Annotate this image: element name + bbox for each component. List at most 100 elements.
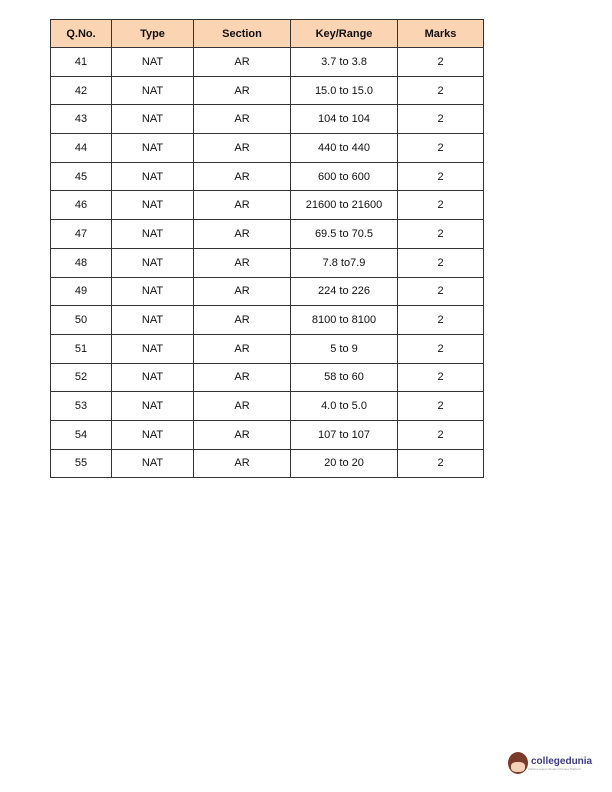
table-cell: 47 xyxy=(50,219,112,249)
table-row: 46 NAT AR 21600 to 21600 2 xyxy=(50,190,484,221)
collegedunia-logo: collegedunia India's Largest Student Rev… xyxy=(508,752,592,774)
table-cell: 224 to 226 xyxy=(290,276,398,307)
table-cell: NAT xyxy=(111,448,194,479)
table-row: 44 NAT AR 440 to 440 2 xyxy=(50,133,484,163)
table-cell: 2 xyxy=(397,362,484,393)
column-header: Q.No. xyxy=(50,19,112,48)
table-cell: 2 xyxy=(397,333,484,364)
table-cell: AR xyxy=(193,247,291,278)
table-cell: 5 to 9 xyxy=(290,333,398,364)
table-cell: 21600 to 21600 xyxy=(290,190,398,221)
table-row: 48 NAT AR 7.8 to7.9 2 xyxy=(50,247,484,278)
table-cell: 7.8 to7.9 xyxy=(290,247,398,278)
table-cell: 49 xyxy=(50,276,112,307)
table-cell: AR xyxy=(193,391,291,421)
table-cell: AR xyxy=(193,75,291,106)
table-cell: NAT xyxy=(111,362,194,393)
table-cell: 2 xyxy=(397,219,484,249)
table-cell: 2 xyxy=(397,448,484,479)
table-cell: AR xyxy=(193,419,291,450)
table-cell: 2 xyxy=(397,305,484,335)
table-cell: 2 xyxy=(397,391,484,421)
table-cell: AR xyxy=(193,47,291,77)
table-row: 55 NAT AR 20 to 20 2 xyxy=(50,448,484,479)
table-cell: 55 xyxy=(50,448,112,479)
table-cell: AR xyxy=(193,133,291,163)
table-cell: 42 xyxy=(50,75,112,106)
table-cell: 48 xyxy=(50,247,112,278)
table-cell: 51 xyxy=(50,333,112,364)
table-cell: NAT xyxy=(111,47,194,77)
table-cell: NAT xyxy=(111,75,194,106)
table-row: 45 NAT AR 600 to 600 2 xyxy=(50,161,484,192)
table-cell: 58 to 60 xyxy=(290,362,398,393)
table-cell: 44 xyxy=(50,133,112,163)
logo-tagline: India's Largest Student Review Platform xyxy=(528,766,582,771)
table-cell: 8100 to 8100 xyxy=(290,305,398,335)
table-cell: 600 to 600 xyxy=(290,161,398,192)
table-cell: AR xyxy=(193,104,291,135)
table-cell: 2 xyxy=(397,133,484,163)
mascot-icon xyxy=(508,752,528,774)
table-cell: 50 xyxy=(50,305,112,335)
table-cell: NAT xyxy=(111,190,194,221)
table-row: 54 NAT AR 107 to 107 2 xyxy=(50,419,484,450)
table-row: 50 NAT AR 8100 to 8100 2 xyxy=(50,305,484,335)
table-cell: 46 xyxy=(50,190,112,221)
column-header: Section xyxy=(193,19,291,48)
table-cell: 2 xyxy=(397,75,484,106)
header-row: Q.No. Type Section Key/Range Marks xyxy=(50,19,484,48)
answer-key-table: Q.No. Type Section Key/Range Marks 41 NAT AR 3.… xyxy=(50,19,484,479)
table-cell: AR xyxy=(193,333,291,364)
table-row: 41 NAT AR 3.7 to 3.8 2 xyxy=(50,47,484,77)
table-cell: 43 xyxy=(50,104,112,135)
table-cell: 107 to 107 xyxy=(290,419,398,450)
table-cell: 69.5 to 70.5 xyxy=(290,219,398,249)
column-header: Marks xyxy=(397,19,484,48)
table-cell: 2 xyxy=(397,161,484,192)
table-cell: AR xyxy=(193,448,291,479)
table-row: 43 NAT AR 104 to 104 2 xyxy=(50,104,484,135)
table-cell: AR xyxy=(193,276,291,307)
table-cell: 3.7 to 3.8 xyxy=(290,47,398,77)
table-cell: 54 xyxy=(50,419,112,450)
table-cell: NAT xyxy=(111,161,194,192)
table-cell: 2 xyxy=(397,276,484,307)
table-cell: 53 xyxy=(50,391,112,421)
column-header: Type xyxy=(111,19,194,48)
table-cell: NAT xyxy=(111,333,194,364)
table-row: 52 NAT AR 58 to 60 2 xyxy=(50,362,484,393)
table-cell: AR xyxy=(193,161,291,192)
table-cell: AR xyxy=(193,190,291,221)
table-cell: AR xyxy=(193,219,291,249)
table-cell: 52 xyxy=(50,362,112,393)
table-cell: AR xyxy=(193,305,291,335)
table-row: 49 NAT AR 224 to 226 2 xyxy=(50,276,484,307)
table-cell: 2 xyxy=(397,104,484,135)
table-cell: AR xyxy=(193,362,291,393)
table-cell: 440 to 440 xyxy=(290,133,398,163)
table-cell: 2 xyxy=(397,190,484,221)
table-cell: NAT xyxy=(111,305,194,335)
table-cell: NAT xyxy=(111,247,194,278)
table-row: 47 NAT AR 69.5 to 70.5 2 xyxy=(50,219,484,249)
table-cell: NAT xyxy=(111,419,194,450)
table-cell: 20 to 20 xyxy=(290,448,398,479)
table-cell: 41 xyxy=(50,47,112,77)
table-cell: NAT xyxy=(111,219,194,249)
table-row: 42 NAT AR 15.0 to 15.0 2 xyxy=(50,75,484,106)
table-cell: 2 xyxy=(397,247,484,278)
table-cell: NAT xyxy=(111,133,194,163)
table-cell: 2 xyxy=(397,47,484,77)
column-header: Key/Range xyxy=(290,19,398,48)
table-cell: 15.0 to 15.0 xyxy=(290,75,398,106)
logo-text: collegedunia xyxy=(531,755,593,767)
table-cell: 104 to 104 xyxy=(290,104,398,135)
table-row: 53 NAT AR 4.0 to 5.0 2 xyxy=(50,391,484,421)
table-cell: 45 xyxy=(50,161,112,192)
table-cell: 4.0 to 5.0 xyxy=(290,391,398,421)
table-cell: NAT xyxy=(111,391,194,421)
table-cell: NAT xyxy=(111,104,194,135)
table-cell: NAT xyxy=(111,276,194,307)
